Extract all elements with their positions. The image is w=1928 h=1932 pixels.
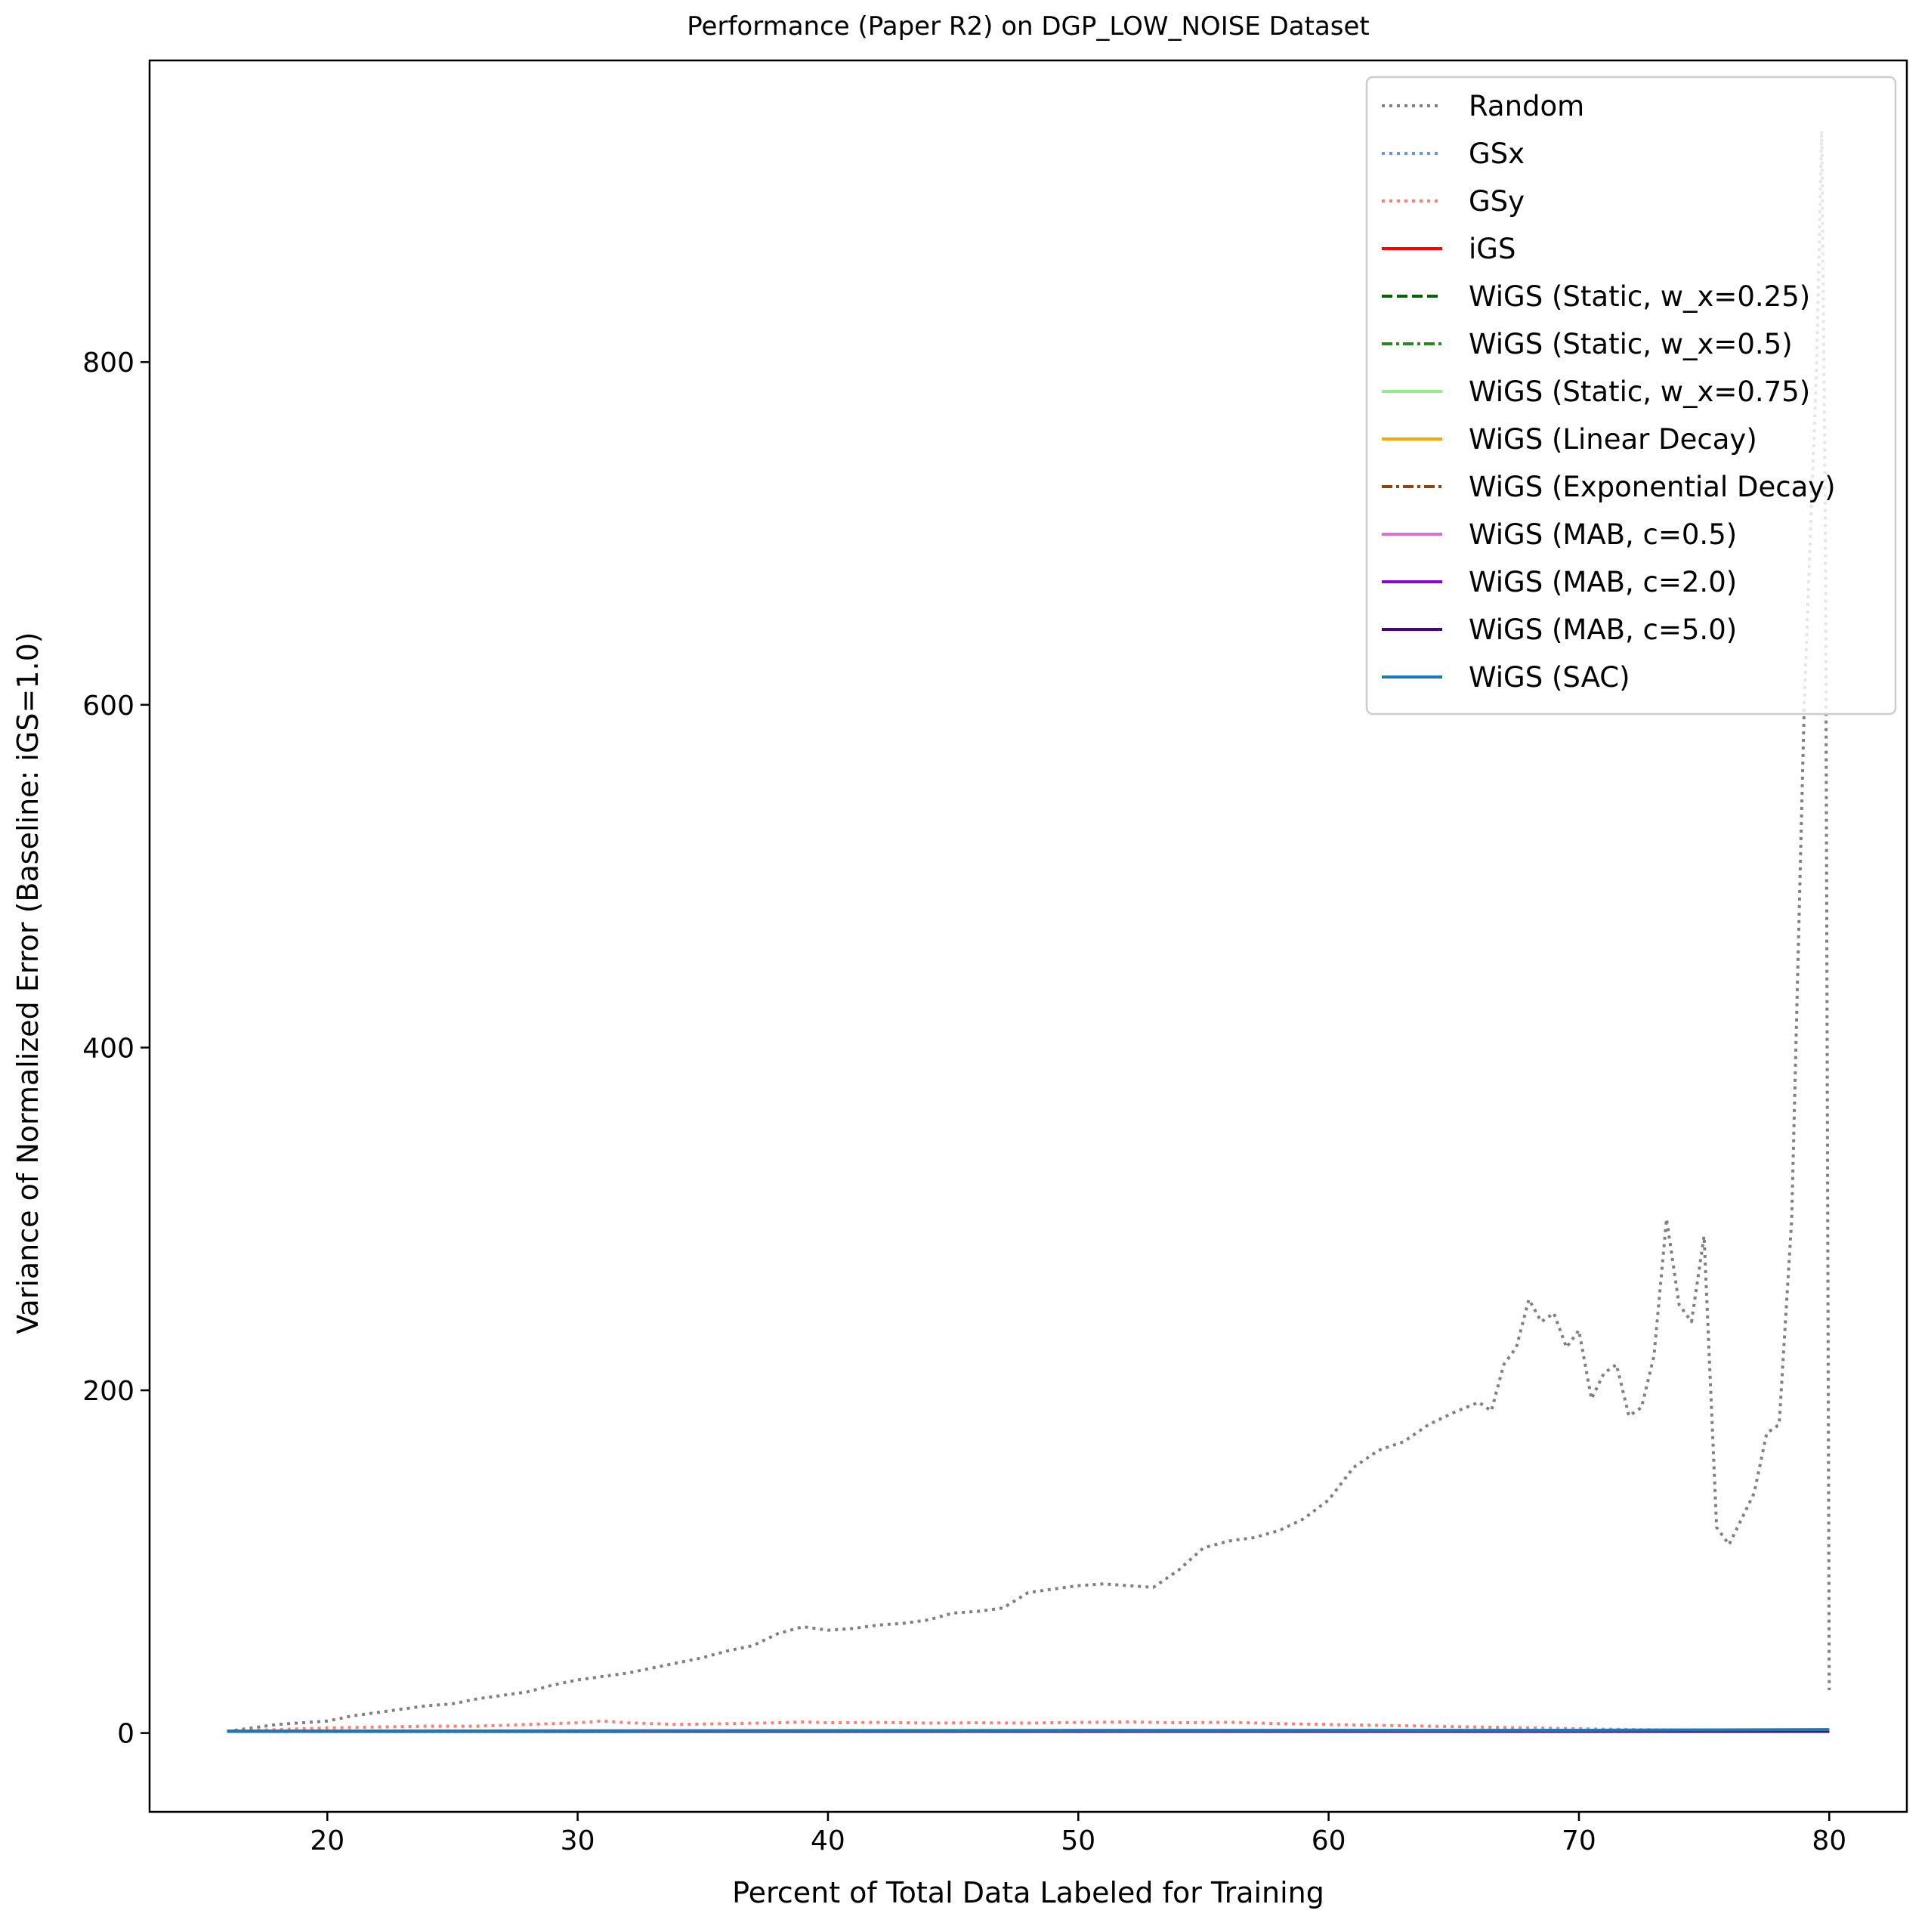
chart-title: Performance (Paper R2) on DGP_LOW_NOISE … <box>687 11 1370 42</box>
x-axis-label: Percent of Total Data Labeled for Traini… <box>732 1876 1324 1909</box>
x-tick-label: 30 <box>561 1825 595 1856</box>
legend-label: GSx <box>1469 138 1525 170</box>
legend-label: WiGS (Exponential Decay) <box>1469 471 1836 503</box>
legend-label: WiGS (MAB, c=5.0) <box>1469 614 1737 646</box>
y-tick-label: 200 <box>82 1376 134 1407</box>
legend-label: WiGS (Static, w_x=0.25) <box>1469 280 1810 313</box>
series-line-wigs-sac <box>227 1730 1830 1731</box>
x-tick-label: 60 <box>1312 1825 1346 1856</box>
legend-label: Random <box>1469 90 1584 122</box>
x-tick-label: 40 <box>811 1825 845 1856</box>
y-tick-label: 600 <box>82 691 134 722</box>
legend-label: GSy <box>1469 185 1525 218</box>
x-tick-label: 50 <box>1061 1825 1095 1856</box>
legend-label: WiGS (MAB, c=2.0) <box>1469 566 1737 598</box>
legend-label: WiGS (Static, w_x=0.75) <box>1469 376 1810 408</box>
x-tick-label: 70 <box>1562 1825 1596 1856</box>
legend-label: WiGS (Static, w_x=0.5) <box>1469 328 1793 360</box>
x-tick-label: 20 <box>310 1825 345 1856</box>
legend-label: WiGS (MAB, c=0.5) <box>1469 518 1737 551</box>
legend: Random GSx GSy iGS WiGS (Static, w_x=0.25) Wi… <box>1367 77 1896 714</box>
legend-label: WiGS (SAC) <box>1469 661 1630 694</box>
y-tick-label: 0 <box>117 1719 134 1750</box>
legend-label: iGS <box>1469 233 1516 265</box>
x-tick-label: 80 <box>1812 1825 1846 1856</box>
legend-label: WiGS (Linear Decay) <box>1469 423 1757 456</box>
y-tick-label: 400 <box>82 1033 134 1064</box>
y-tick-label: 800 <box>82 348 134 379</box>
y-axis-label: Variance of Normalized Error (Baseline: … <box>11 632 45 1334</box>
